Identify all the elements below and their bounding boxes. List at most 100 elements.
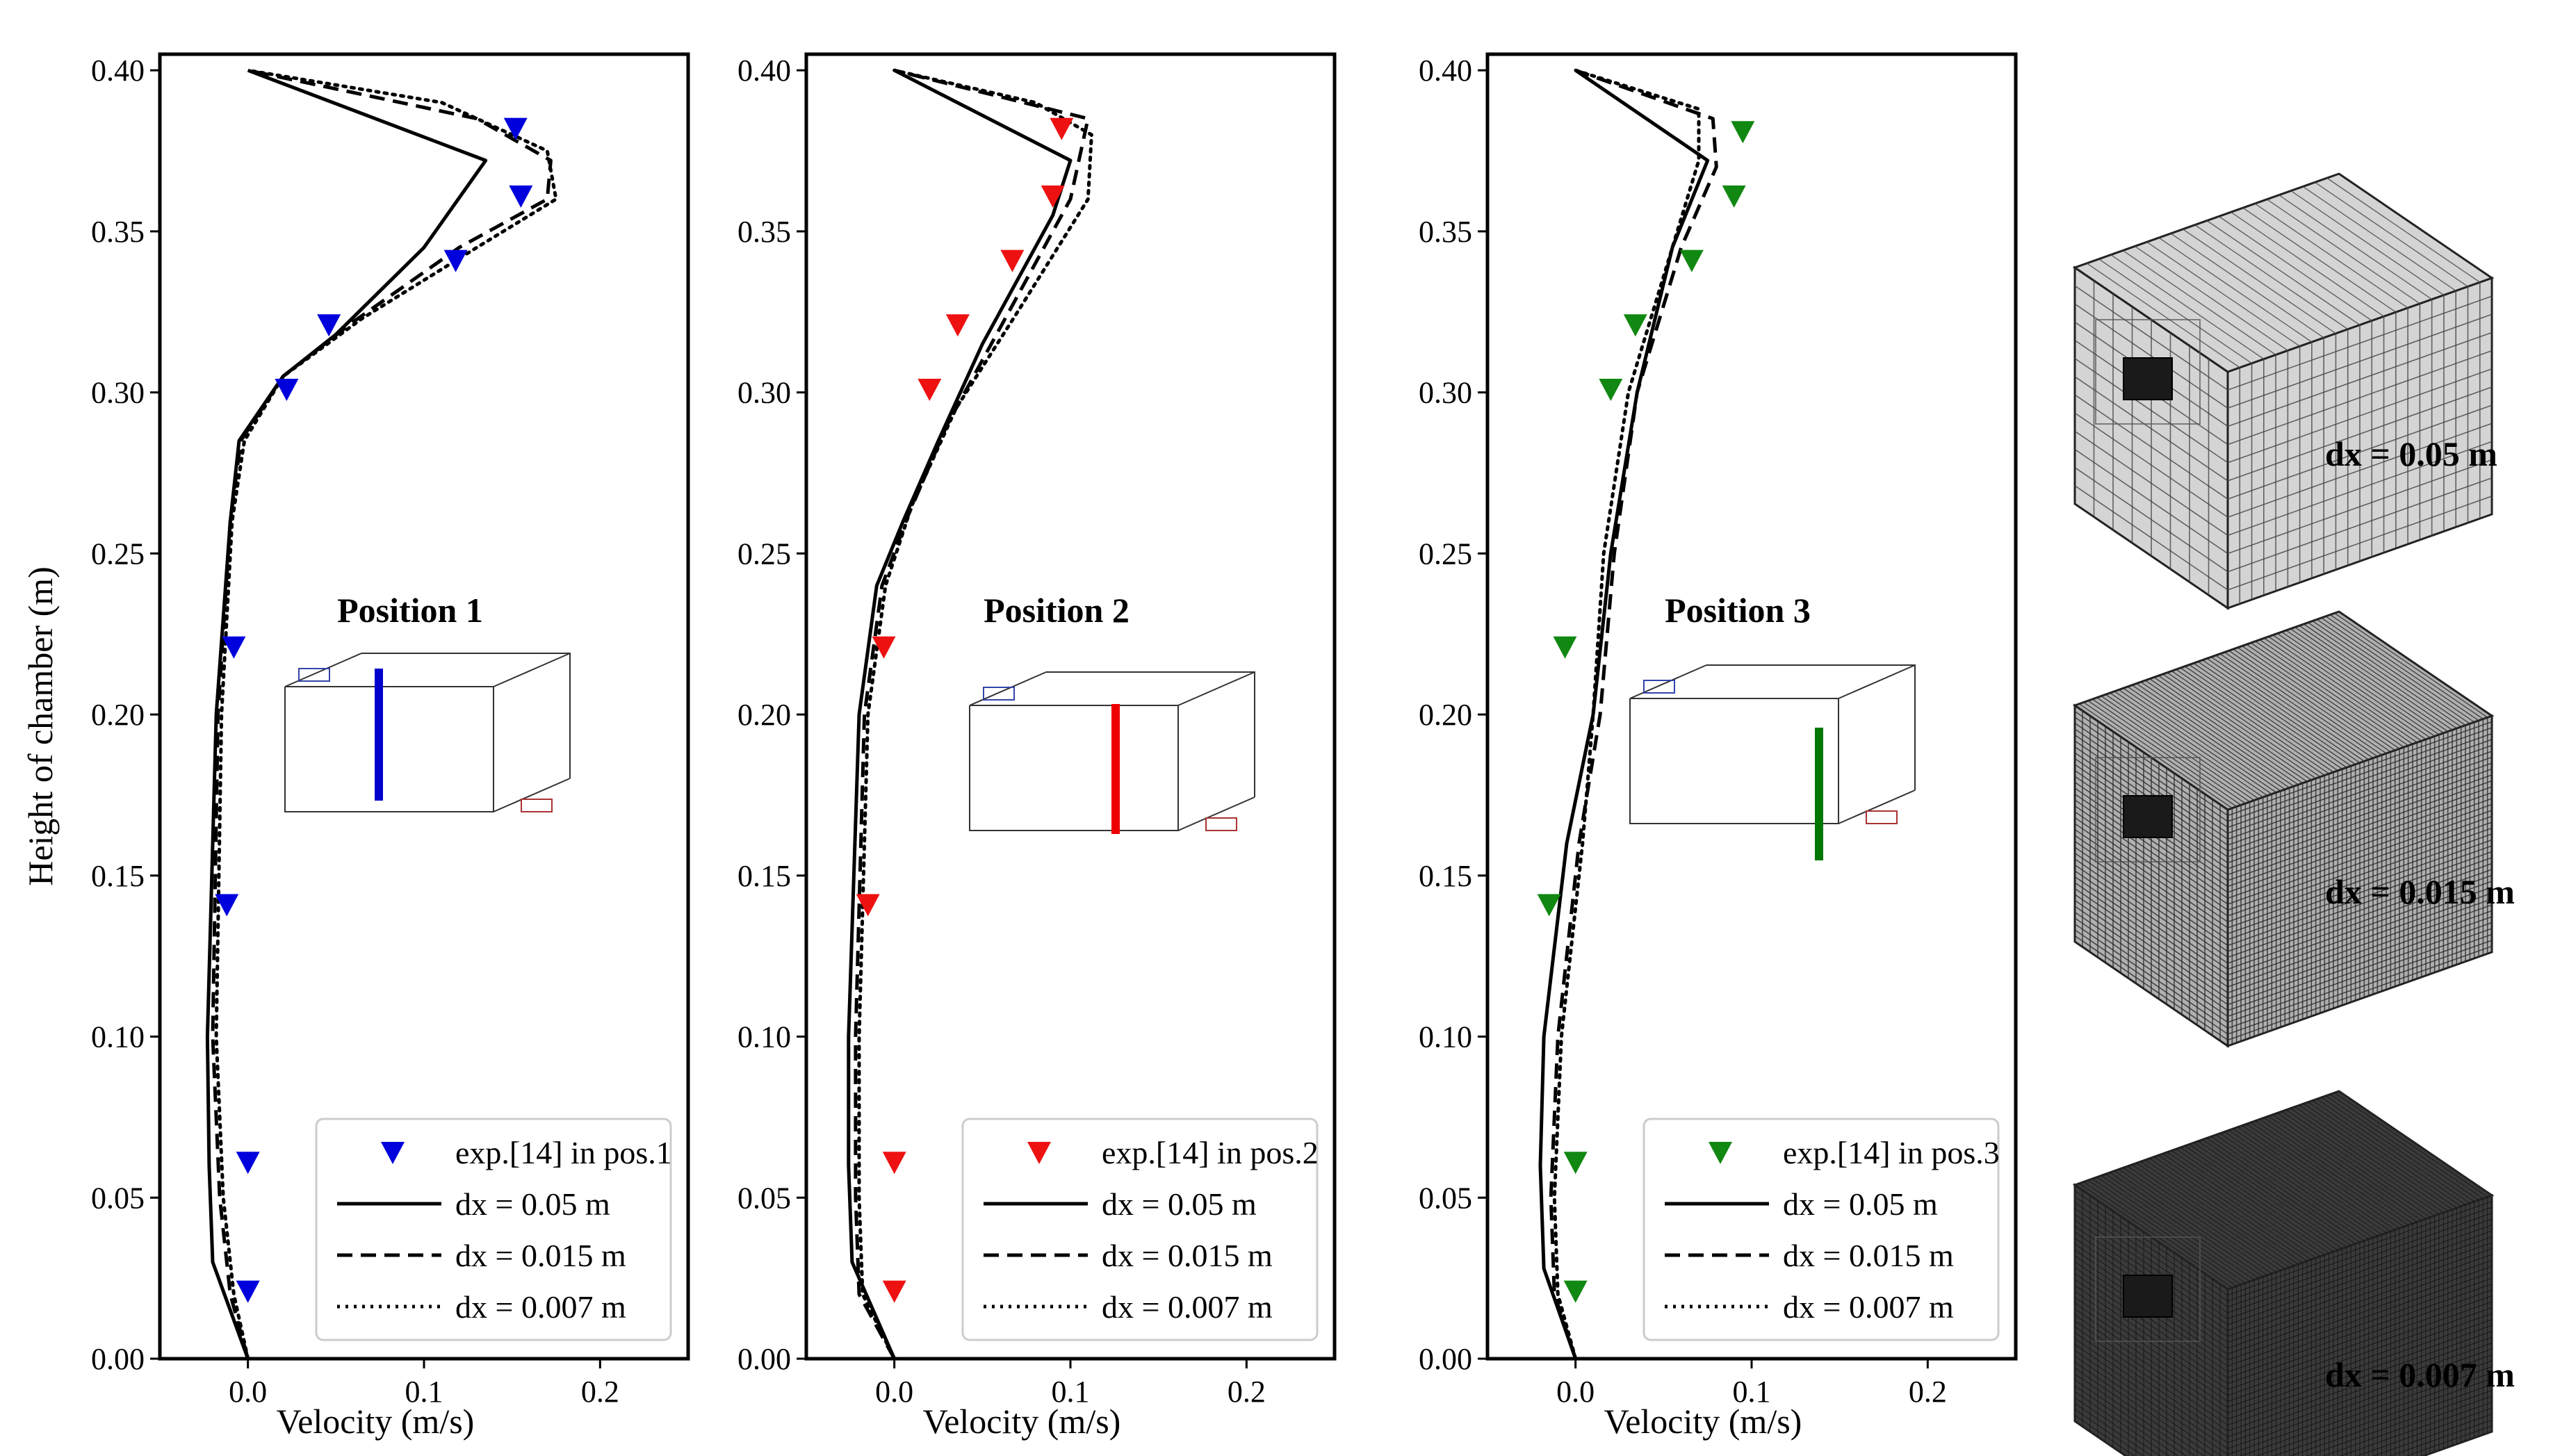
mesh-grid-line bbox=[2227, 739, 2493, 834]
mesh-inlet bbox=[2123, 1275, 2173, 1318]
mesh-grid-line bbox=[2294, 1106, 2448, 1211]
mesh-grid-line bbox=[2153, 1156, 2308, 1261]
mesh-grid-line bbox=[2237, 1127, 2391, 1232]
mesh-grid-line bbox=[2074, 376, 2228, 482]
experimental-marker bbox=[918, 378, 942, 401]
y-tick-label: 0.10 bbox=[1419, 1020, 1472, 1054]
mesh-grid-line bbox=[2074, 887, 2228, 994]
mesh-grid-line bbox=[2308, 622, 2462, 728]
mesh-box-image bbox=[2072, 172, 2495, 610]
mesh-grid-line bbox=[2290, 190, 2445, 296]
inset-edge bbox=[1706, 664, 1916, 790]
mesh-label: dx = 0.015 m bbox=[2325, 872, 2515, 911]
x-axis-label: Velocity (m/s) bbox=[277, 1402, 475, 1441]
mesh-grid-line bbox=[2227, 874, 2493, 970]
x-tick-label: 0.2 bbox=[1909, 1375, 1947, 1409]
mesh-grid-line bbox=[2289, 1384, 2493, 1456]
y-tick-label: 0.15 bbox=[1419, 859, 1472, 893]
mesh-grid-line bbox=[2246, 644, 2400, 749]
y-tick-label: 0.40 bbox=[1419, 54, 1472, 88]
y-tick-label: 0.20 bbox=[91, 698, 145, 732]
mesh-grid-line bbox=[2171, 1150, 2325, 1255]
mesh-grid-line bbox=[2162, 673, 2317, 779]
mesh-grid-line bbox=[2074, 1267, 2228, 1373]
experimental-marker bbox=[1000, 250, 1025, 272]
mesh-grid-line bbox=[2074, 817, 2228, 923]
mesh-grid-line bbox=[2074, 1350, 2228, 1455]
x-tick-label: 0.1 bbox=[1733, 1375, 1771, 1409]
mesh-grid-line bbox=[2206, 220, 2361, 326]
inset-edge bbox=[284, 686, 494, 812]
mesh-grid-line bbox=[2228, 650, 2383, 755]
mesh-grid-line bbox=[2074, 734, 2228, 840]
mesh-grid-line bbox=[2074, 717, 2228, 822]
mesh-grid-line bbox=[2227, 1325, 2493, 1420]
mesh-grid-line bbox=[2299, 1104, 2453, 1210]
y-tick-label: 0.10 bbox=[737, 1020, 791, 1054]
series-line bbox=[214, 68, 558, 1361]
mesh-grid-line bbox=[2074, 923, 2228, 1029]
mesh-grid-line bbox=[2259, 1119, 2413, 1224]
mesh-grid-line bbox=[2079, 1183, 2233, 1289]
mesh-grid-line bbox=[2101, 695, 2255, 801]
mesh-grid-line bbox=[2255, 1120, 2408, 1226]
mesh-grid-line bbox=[2074, 1326, 2228, 1432]
mesh-grid-line bbox=[2227, 477, 2493, 573]
mesh-grid-line bbox=[2180, 1147, 2334, 1252]
mesh-grid-line bbox=[2242, 207, 2397, 313]
x-tick-label: 0.0 bbox=[229, 1375, 267, 1409]
mesh-grid-line bbox=[2197, 661, 2351, 767]
mesh-grid-line bbox=[2074, 1279, 2228, 1384]
series-line bbox=[847, 68, 1073, 1360]
mesh-grid-line bbox=[2329, 614, 2484, 720]
mesh-grid-line bbox=[2122, 250, 2276, 356]
y-tick-label: 0.00 bbox=[737, 1342, 791, 1376]
panel-title: Position 1 bbox=[337, 591, 483, 630]
mesh-grid-line bbox=[2074, 805, 2228, 911]
mesh-grid-line bbox=[2219, 653, 2374, 759]
inset-edge bbox=[493, 778, 571, 812]
mesh-refinement-zone bbox=[2095, 319, 2201, 425]
mesh-grid-line bbox=[2074, 394, 2228, 500]
mesh-grid-line bbox=[2074, 1385, 2179, 1456]
mesh-grid-line bbox=[2227, 496, 2493, 591]
mesh-grid-line bbox=[2096, 1177, 2250, 1282]
mesh-grid-line bbox=[2092, 1178, 2246, 1284]
mesh-grid-line bbox=[2281, 1111, 2435, 1216]
mesh-grid-line bbox=[2074, 1332, 2228, 1437]
mesh-grid-line bbox=[2227, 756, 2493, 852]
mesh-grid-line bbox=[2330, 1094, 2484, 1199]
mesh-grid-line bbox=[2180, 667, 2334, 773]
legend-box bbox=[1642, 1118, 2000, 1341]
mesh-grid-line bbox=[2227, 922, 2493, 1017]
inset-edge bbox=[284, 653, 362, 687]
mesh-grid-line bbox=[2356, 1407, 2493, 1456]
mesh-grid-line bbox=[2194, 224, 2349, 330]
x-tick-labels: 0.0 0.1 0.2 bbox=[1556, 1375, 1947, 1409]
mesh-grid-line bbox=[2074, 1397, 2162, 1456]
mesh-grid-line bbox=[2227, 1319, 2493, 1414]
mesh-grid-line bbox=[2237, 647, 2391, 753]
legend-label-exp: exp.[14] in pos.2 bbox=[1102, 1135, 1319, 1170]
mesh-grid-line bbox=[2074, 864, 2228, 970]
mesh-grid-line bbox=[2158, 675, 2312, 780]
legend-label-series: dx = 0.007 m bbox=[455, 1289, 626, 1325]
legend-label-series: dx = 0.015 m bbox=[1102, 1238, 1273, 1273]
mesh-grid-line bbox=[2224, 1131, 2378, 1236]
mesh-grid-line bbox=[2227, 881, 2493, 976]
mesh-refinement-zone bbox=[2095, 1236, 2201, 1342]
inset-edge bbox=[493, 653, 571, 687]
y-tick-label: 0.25 bbox=[91, 537, 145, 571]
mesh-grid-line bbox=[2074, 467, 2228, 573]
mesh-grid-line bbox=[2227, 1284, 2493, 1378]
mesh-grid-line bbox=[2250, 642, 2404, 748]
mesh-grid-line bbox=[2227, 892, 2493, 988]
mesh-grid-line bbox=[2227, 933, 2493, 1029]
mesh-grid-line bbox=[2118, 689, 2272, 795]
y-tick-label: 0.35 bbox=[737, 215, 791, 249]
experimental-marker bbox=[1563, 1152, 1588, 1175]
mesh-grid-line bbox=[2227, 350, 2493, 445]
mesh-grid-line bbox=[2087, 1179, 2242, 1285]
mesh-grid-line bbox=[2227, 815, 2493, 911]
mesh-grid-line bbox=[2227, 727, 2493, 822]
